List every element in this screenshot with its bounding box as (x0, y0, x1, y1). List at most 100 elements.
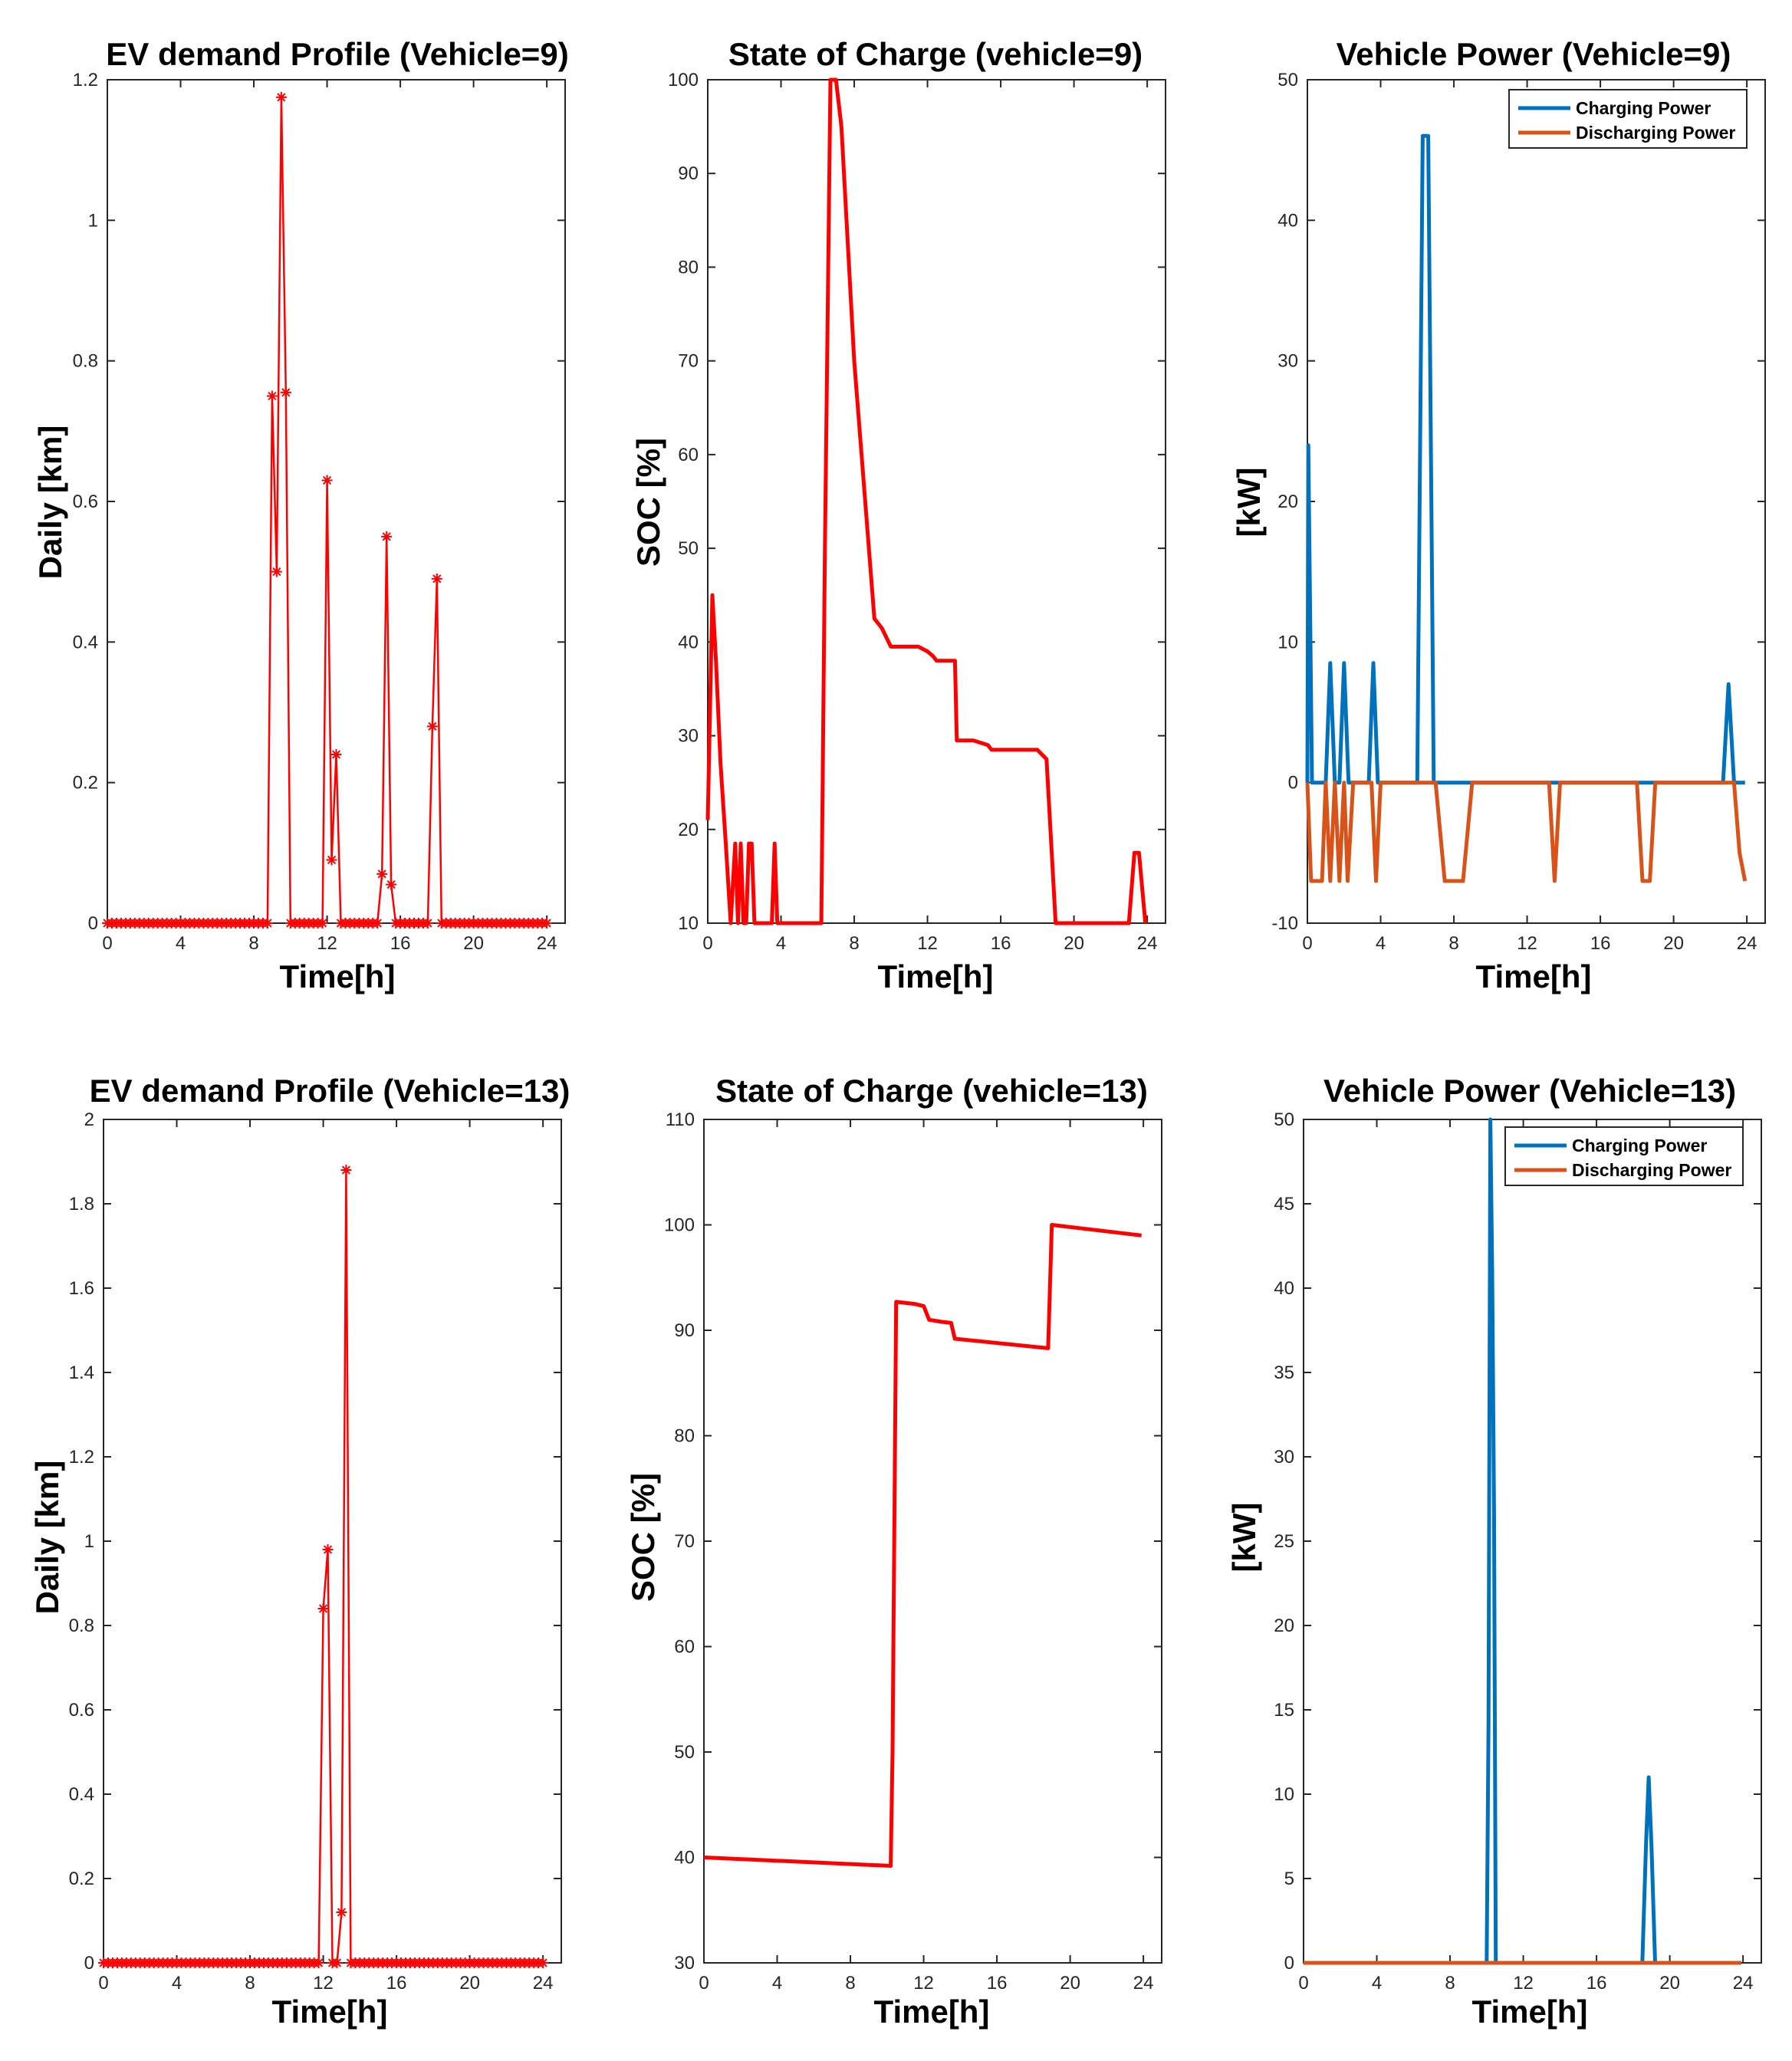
data-point-marker (336, 1907, 347, 1918)
data-point-marker (331, 1957, 343, 1968)
y-tick-label: 70 (674, 1531, 695, 1552)
y-axis-label: [kW] (1226, 1503, 1262, 1573)
x-tick-label: 0 (1302, 933, 1312, 954)
y-tick-label: 60 (678, 445, 699, 465)
chart-title: Vehicle Power (Vehicle=9) (1337, 36, 1731, 72)
legend-label-discharging: Discharging Power (1572, 1160, 1731, 1180)
data-point-marker (381, 531, 393, 542)
y-tick-label: 30 (678, 726, 699, 747)
y-tick-label: 1 (88, 210, 98, 231)
x-tick-label: 24 (1733, 1973, 1754, 1994)
x-tick-label: 8 (845, 1973, 855, 1994)
x-tick-label: 16 (390, 933, 411, 954)
y-tick-label: 0.4 (69, 1784, 94, 1805)
y-tick-label: 15 (1274, 1700, 1294, 1721)
data-point-marker (372, 918, 383, 929)
y-axis-label: SOC [%] (625, 1473, 661, 1602)
data-point-marker (280, 386, 291, 398)
x-tick-label: 16 (1586, 1973, 1607, 1994)
x-tick-label: 4 (1372, 1973, 1382, 1994)
x-tick-label: 8 (1448, 933, 1458, 954)
y-tick-label: 20 (1274, 1616, 1294, 1636)
y-tick-label: 1 (84, 1531, 94, 1552)
x-tick-label: 16 (991, 933, 1011, 954)
data-point-marker (317, 1603, 329, 1614)
y-tick-label: 0 (1284, 1953, 1294, 1974)
plot-area: 0 4 8 12 16 20 24 10 20 30 40 50 60 70 80 90 100 (668, 70, 1166, 954)
plot-area: 0 4 8 12 16 20 24 0 0.2 0.4 0.6 0.8 1 1.2 1.4 1.6 1.8 2 (69, 1109, 562, 1994)
x-axis-label: Time[h] (272, 1994, 388, 2030)
x-tick-label: 8 (248, 933, 258, 954)
data-point-marker (266, 390, 278, 402)
data-point-marker (322, 1544, 334, 1555)
legend-label-charging: Charging Power (1576, 98, 1711, 118)
x-tick-label: 24 (537, 933, 557, 954)
x-tick-label: 4 (176, 933, 186, 954)
y-tick-label: 10 (678, 913, 699, 934)
x-tick-label: 20 (1060, 1973, 1080, 1994)
data-point-marker (538, 1957, 549, 1968)
y-tick-label: 1.2 (69, 1447, 94, 1468)
chart-title: State of Charge (vehicle=13) (715, 1073, 1148, 1109)
data-point-marker (317, 918, 328, 929)
y-tick-label: 45 (1274, 1194, 1294, 1215)
data-point-marker (261, 918, 273, 929)
legend-box (1504, 1126, 1744, 1186)
x-tick-label: 12 (917, 933, 938, 954)
x-tick-label: 16 (1590, 933, 1611, 954)
chart-soc-vehicle-9: 0 4 8 12 16 20 24 10 20 30 40 50 60 70 80 90 100 State o… (630, 36, 1166, 994)
axes-box (1303, 1119, 1762, 1964)
y-tick-label: 50 (674, 1742, 695, 1763)
axes-box (107, 79, 566, 924)
plot-area: 0 4 8 12 16 20 24 30 40 50 60 70 80 90 100 110 (664, 1109, 1162, 1994)
x-tick-label: 20 (1663, 933, 1684, 954)
y-tick-label: 25 (1274, 1531, 1294, 1552)
data-point-marker (541, 918, 553, 929)
data-point-marker (313, 1957, 324, 1968)
y-tick-label: 0.6 (73, 491, 98, 512)
x-tick-label: 16 (386, 1973, 407, 1994)
x-tick-label: 4 (772, 1973, 782, 1994)
data-point-marker (271, 566, 282, 577)
data-point-marker (340, 1165, 352, 1175)
series-line-soc (703, 1223, 1142, 1868)
legend-label-discharging: Discharging Power (1576, 123, 1735, 143)
data-point-marker (330, 749, 342, 760)
chart-power-vehicle-13: 0 4 8 12 16 20 24 0 5 10 15 20 25 30 35 40 45 50 Vehicle … (1226, 1073, 1762, 2030)
y-tick-label: 60 (674, 1637, 695, 1658)
y-tick-label: 50 (1277, 70, 1298, 90)
x-axis-label: Time[h] (1472, 1994, 1588, 2030)
plot-area: 0 4 8 12 16 20 24 0 0.2 0.4 0.6 0.8 1 1.2 (73, 70, 566, 954)
x-tick-label: 20 (459, 1973, 480, 1994)
axes-box (103, 1119, 562, 1964)
chart-ev-demand-vehicle-13: 0 4 8 12 16 20 24 0 0.2 0.4 0.6 0.8 1 1.2 1.4 1.6 1.8 2 E… (29, 1073, 570, 2030)
chart-title: EV demand Profile (Vehicle=13) (90, 1073, 570, 1109)
y-tick-label: 30 (674, 1953, 695, 1974)
x-tick-label: 4 (1376, 933, 1386, 954)
x-tick-label: 20 (1659, 1973, 1680, 1994)
y-tick-label: 20 (678, 820, 699, 840)
chart-ev-demand-vehicle-9: 0 4 8 12 16 20 24 0 0.2 0.4 0.6 0.8 1 1.2 EV demand P… (32, 36, 569, 994)
legend-label-charging: Charging Power (1572, 1136, 1707, 1155)
y-tick-label: 40 (678, 632, 699, 652)
x-tick-label: 16 (987, 1973, 1008, 1994)
y-tick-label: 100 (668, 70, 699, 90)
y-tick-label: 1.6 (69, 1278, 94, 1299)
y-axis-label: [kW] (1231, 468, 1267, 537)
legend: Charging Power Discharging Power (1508, 89, 1748, 149)
y-tick-label: 20 (1277, 491, 1298, 512)
chart-title: State of Charge (vehicle=9) (728, 36, 1143, 72)
y-tick-label: 35 (1274, 1362, 1294, 1383)
y-tick-label: 1.4 (69, 1362, 94, 1383)
y-tick-label: 0.2 (69, 1869, 94, 1889)
y-tick-label: 80 (674, 1426, 695, 1447)
x-tick-label: 24 (1137, 933, 1158, 954)
chart-soc-vehicle-13: 0 4 8 12 16 20 24 30 40 50 60 70 80 90 100 110 State of… (625, 1073, 1162, 2030)
data-point-marker (321, 475, 333, 486)
y-tick-label: 40 (674, 1848, 695, 1869)
y-tick-label: 0 (88, 913, 98, 934)
y-tick-label: 10 (1277, 632, 1298, 652)
y-tick-label: 0.8 (69, 1616, 94, 1636)
series-line-discharging-power (1305, 781, 1748, 883)
